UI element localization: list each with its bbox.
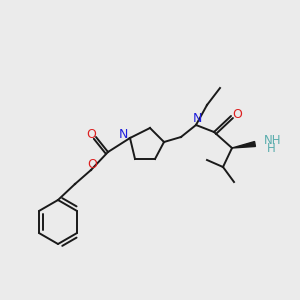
- Text: N: N: [192, 112, 202, 124]
- Polygon shape: [232, 142, 255, 148]
- Text: NH: NH: [264, 134, 281, 146]
- Text: O: O: [86, 128, 96, 142]
- Text: H: H: [267, 142, 276, 154]
- Text: O: O: [87, 158, 97, 172]
- Text: N: N: [118, 128, 128, 142]
- Text: O: O: [232, 107, 242, 121]
